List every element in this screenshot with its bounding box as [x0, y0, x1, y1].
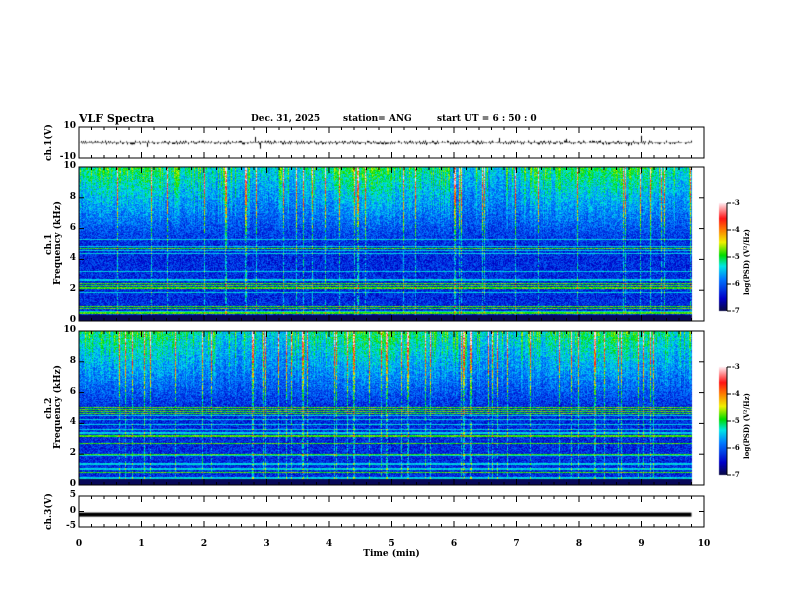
- x-tick-label: 5: [388, 539, 395, 549]
- y-axis-label: Frequency (kHz): [53, 364, 63, 449]
- y-tick-label: 0: [69, 315, 76, 325]
- colorbar-tick-label: -3: [732, 198, 740, 207]
- y-tick-label: 10: [63, 121, 76, 131]
- station-label: station= ANG: [343, 114, 412, 124]
- colorbar-tick-label: -7: [732, 306, 740, 315]
- x-tick-label: 6: [450, 539, 458, 549]
- colorbar-tick-label: -5: [732, 252, 740, 261]
- x-axis-label: Time (min): [363, 549, 420, 559]
- y-tick-label: 4: [69, 417, 76, 428]
- x-tick-label: 2: [200, 539, 208, 549]
- panel-frame: [78, 330, 705, 486]
- y-tick-label: 2: [69, 284, 76, 295]
- y-axis-label: Frequency (kHz): [53, 200, 63, 285]
- x-tick-label: 8: [575, 539, 583, 549]
- y-tick-label: 10: [63, 325, 76, 335]
- colorbar-label: log(PSD) (V²/Hz): [742, 229, 751, 295]
- panel-frame: [78, 166, 705, 322]
- x-tick-label: 3: [263, 539, 270, 549]
- y-tick-label: 6: [69, 386, 76, 397]
- start-time-label: start UT = 6 : 50 : 0: [437, 114, 537, 124]
- panel-frame: [78, 126, 705, 159]
- y-tick-label: 0: [69, 505, 76, 516]
- colorbar-label: log(PSD) (V²/Hz): [742, 393, 751, 459]
- x-tick-label: 0: [75, 539, 83, 549]
- y-tick-label: 6: [69, 222, 76, 233]
- colorbar-tick-label: -4: [732, 225, 740, 234]
- colorbar-tick-label: -4: [732, 389, 740, 398]
- x-tick-label: 4: [325, 539, 333, 549]
- colorbar-tick-label: -6: [732, 279, 740, 288]
- x-tick-label: 10: [697, 539, 711, 549]
- y-tick-label: 0: [69, 479, 76, 489]
- panel-frame: [78, 495, 705, 528]
- y-tick-label: 4: [69, 253, 76, 264]
- y-tick-label: 5: [69, 490, 76, 500]
- y-axis-label: ch.3(V): [44, 493, 54, 531]
- colorbar-tick-label: -3: [732, 362, 740, 371]
- colorbar-tick-label: -5: [732, 416, 740, 425]
- x-tick-label: 1: [138, 539, 145, 549]
- x-tick-label: 9: [638, 539, 645, 549]
- y-tick-label: 8: [69, 191, 76, 202]
- y-tick-label: 8: [69, 355, 76, 366]
- y-tick-label: -5: [66, 521, 76, 531]
- x-tick-label: 7: [513, 539, 520, 549]
- y-axis-label: ch.1(V): [44, 124, 54, 162]
- colorbar-tick-label: -7: [732, 470, 740, 479]
- y-tick-label: 10: [63, 161, 76, 171]
- date-label: Dec. 31, 2025: [251, 114, 321, 124]
- y-tick-label: 2: [69, 448, 76, 459]
- figure-title: VLF Spectra: [79, 112, 155, 125]
- colorbar-tick-label: -6: [732, 443, 740, 452]
